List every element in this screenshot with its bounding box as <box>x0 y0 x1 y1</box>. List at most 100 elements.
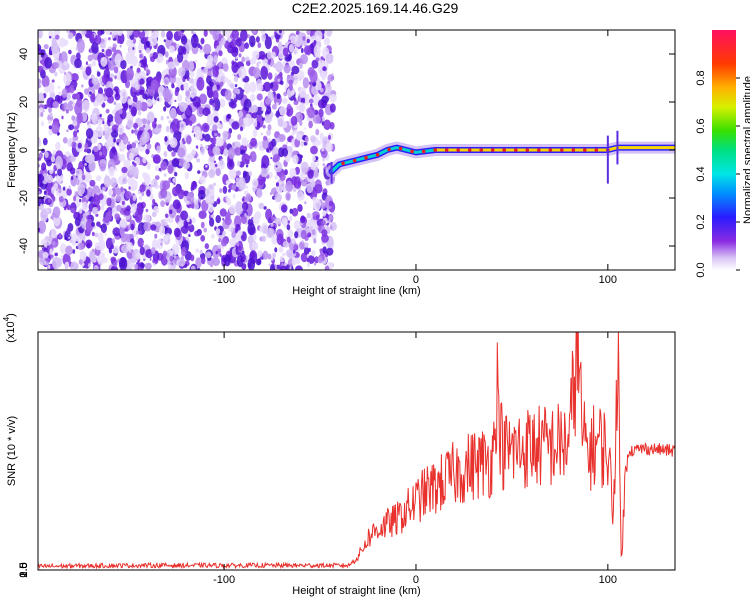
signal-peak-dot <box>490 148 495 152</box>
noise-blob <box>139 53 143 59</box>
noise-blob <box>281 262 284 266</box>
signal-peak-dot <box>444 148 449 152</box>
noise-blob <box>103 175 112 188</box>
signal-peak-dot <box>456 148 461 152</box>
noise-blob <box>188 224 195 233</box>
signal-track <box>325 130 675 184</box>
noise-blob <box>210 264 214 268</box>
noise-blob <box>72 103 75 108</box>
noise-blob <box>192 180 197 188</box>
noise-blob <box>172 186 180 197</box>
noise-blob <box>283 64 291 74</box>
noise-blob <box>142 118 148 125</box>
noise-blob <box>50 41 60 54</box>
noise-blob <box>306 212 311 219</box>
noise-blob <box>64 261 70 270</box>
noise-blob <box>281 258 284 263</box>
noise-blob <box>276 93 281 100</box>
noise-blob <box>128 165 136 176</box>
noise-blob <box>275 102 279 106</box>
noise-blob <box>216 198 221 205</box>
snr-y-axis-label: SNR (10 * v/v) <box>6 416 18 486</box>
noise-blob <box>328 134 331 140</box>
noise-blob <box>138 62 142 67</box>
noise-blob <box>222 63 229 72</box>
noise-blob <box>165 125 170 133</box>
noise-blob <box>139 246 145 256</box>
noise-blob <box>282 252 286 257</box>
signal-peak-dot <box>583 148 587 152</box>
noise-blob <box>300 142 304 147</box>
noise-blob <box>91 74 95 79</box>
noise-blob <box>100 56 108 67</box>
noise-blob <box>97 232 104 242</box>
noise-blob <box>179 101 187 112</box>
noise-blob <box>252 50 260 60</box>
noise-blob <box>206 60 213 69</box>
noise-blob <box>223 30 232 38</box>
noise-blob <box>112 227 121 237</box>
noise-blob <box>190 86 198 99</box>
noise-blob <box>109 57 112 61</box>
noise-blob <box>54 71 58 77</box>
noise-blob <box>72 249 76 254</box>
noise-blob <box>114 75 117 80</box>
noise-blob <box>263 135 268 141</box>
noise-blob <box>303 94 310 106</box>
noise-blob <box>40 111 44 118</box>
noise-blob <box>314 184 323 194</box>
noise-blob <box>244 213 247 217</box>
noise-blob <box>204 243 209 250</box>
noise-blob <box>83 172 92 183</box>
noise-blob <box>74 217 81 227</box>
noise-blob <box>83 148 87 153</box>
noise-blob <box>228 188 231 193</box>
x-tick-label: -100 <box>213 574 235 586</box>
noise-blob <box>63 207 67 211</box>
noise-blob <box>232 94 236 99</box>
noise-blob <box>104 232 107 236</box>
noise-blob <box>101 204 105 211</box>
noise-blob <box>139 262 145 268</box>
noise-blob <box>292 154 299 164</box>
noise-blob <box>268 263 271 266</box>
noise-blob <box>186 218 190 223</box>
noise-blob <box>95 93 105 106</box>
noise-blob <box>184 172 189 180</box>
noise-blob <box>289 208 293 214</box>
noise-blob <box>200 143 203 148</box>
noise-blob <box>266 227 274 239</box>
y-tick-label: 40 <box>18 48 30 60</box>
noise-blob <box>328 214 334 221</box>
noise-blob <box>206 86 210 91</box>
noise-blob <box>168 45 175 54</box>
noise-blob <box>174 57 178 63</box>
noise-blob <box>212 257 220 267</box>
noise-blob <box>134 209 143 223</box>
noise-blob <box>270 35 275 40</box>
noise-blob <box>114 167 118 172</box>
noise-blob <box>55 155 63 170</box>
noise-blob <box>247 235 254 244</box>
noise-blob <box>108 247 113 254</box>
noise-blob <box>312 114 321 124</box>
noise-blob <box>142 124 146 128</box>
noise-blob <box>129 152 134 161</box>
noise-blob <box>105 87 114 98</box>
noise-blob <box>180 123 184 128</box>
noise-blob <box>121 166 128 174</box>
spectrogram-ticks: -100 0 100 -40 -20 0 20 40 <box>18 30 675 286</box>
noise-blob <box>300 54 308 65</box>
noise-blob <box>254 122 258 128</box>
colorbar-tick-label: 0.8 <box>695 70 707 85</box>
noise-blob <box>40 53 44 58</box>
noise-blob <box>200 37 205 45</box>
noise-blob <box>266 51 272 60</box>
noise-blob <box>105 108 110 114</box>
x-tick-label: 0 <box>413 574 419 586</box>
noise-blob <box>293 75 298 81</box>
noise-blob <box>53 30 61 37</box>
noise-blob <box>166 115 170 120</box>
noise-blob <box>155 175 160 181</box>
signal-core <box>435 146 675 152</box>
